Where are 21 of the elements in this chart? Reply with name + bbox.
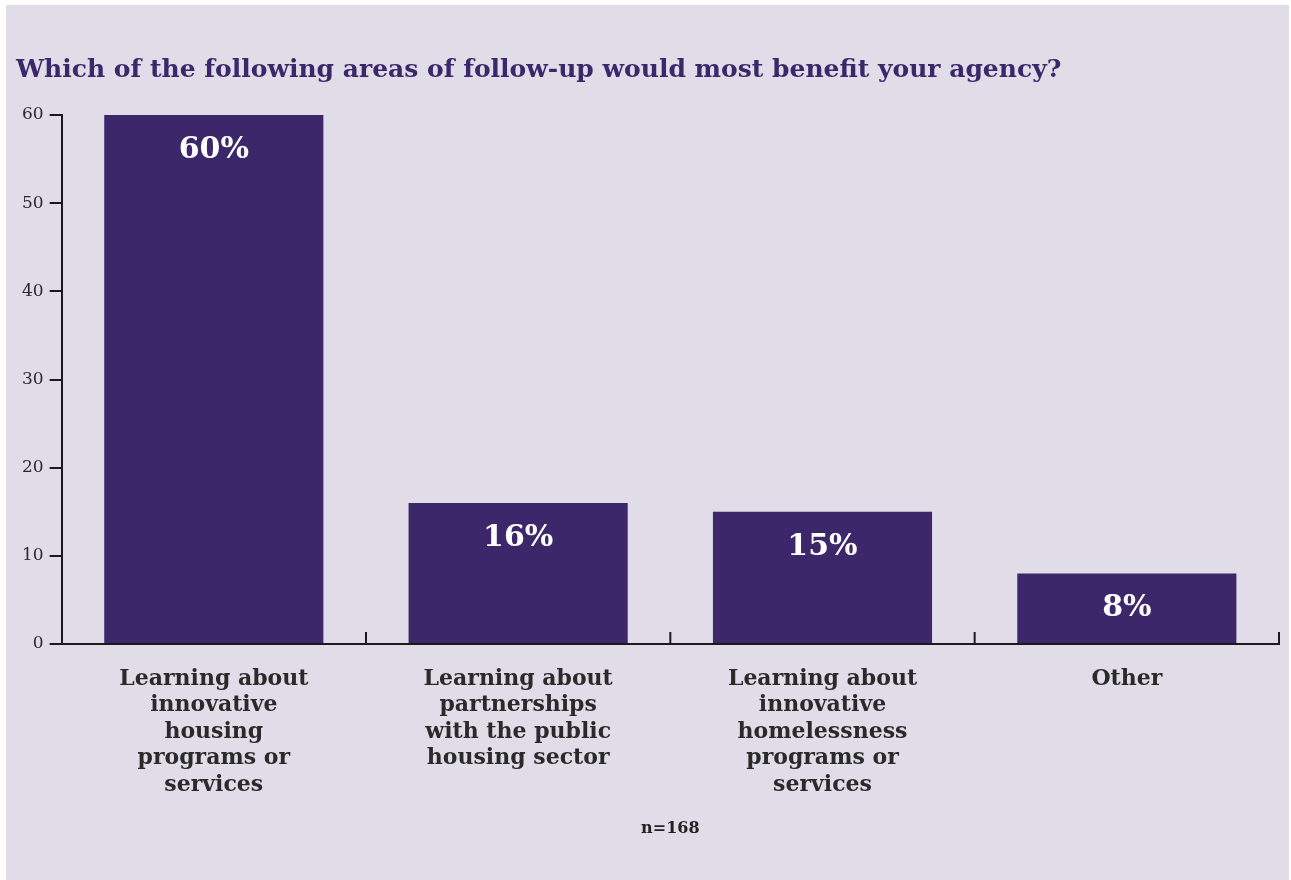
data-label: 60% — [178, 129, 249, 165]
data-label: 8% — [1102, 588, 1152, 624]
y-tick-label: 10 — [21, 544, 44, 565]
y-tick-label: 0 — [32, 632, 44, 653]
bar — [712, 511, 933, 643]
data-label: 15% — [787, 526, 858, 562]
x-tick-label: Learning about innovative housing programs or services — [119, 663, 310, 796]
y-tick-label: 40 — [21, 279, 44, 300]
x-tick-label: Other — [1091, 663, 1163, 690]
y-tick-label: 30 — [21, 367, 44, 388]
x-tick-label: Learning about partnerships with the public housing sector — [423, 663, 614, 770]
bar — [408, 502, 628, 643]
y-tick-label: 20 — [21, 456, 44, 477]
text: n=168 — [641, 818, 700, 837]
x-tick-label: Learning about innovative homelessness programs or services — [727, 663, 918, 796]
y-tick-label: 60 — [21, 103, 44, 124]
bar — [1017, 573, 1237, 643]
y-tick-label: 50 — [21, 191, 44, 212]
chart-title: Which of the following areas of follow-up would most benefit your agency? — [15, 53, 1062, 83]
data-label: 16% — [483, 517, 554, 553]
bar — [104, 115, 324, 643]
